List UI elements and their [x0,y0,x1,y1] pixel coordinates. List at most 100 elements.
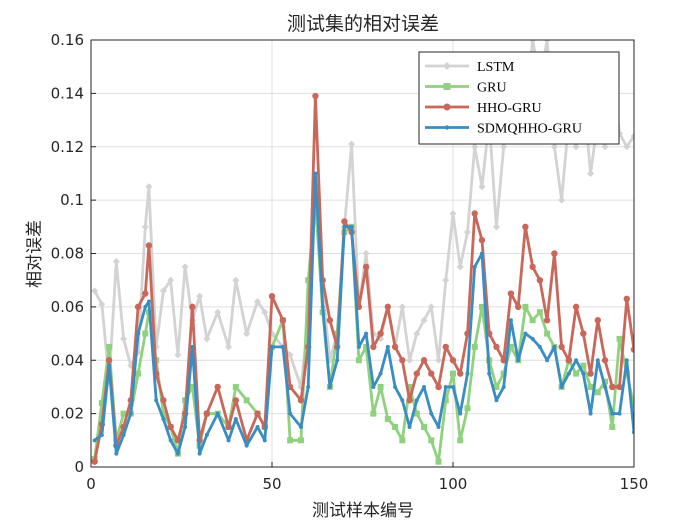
data-point [508,318,513,323]
data-point [507,343,514,350]
data-point [268,293,276,300]
data-point [507,290,515,297]
legend-swatch-marker [443,83,451,90]
data-point [456,263,464,271]
data-point [435,458,442,465]
data-point [413,370,420,377]
y-tick-label: 0.04 [51,351,84,369]
data-point [465,371,470,376]
data-point [142,330,149,337]
x-tick-label: 100 [439,475,468,493]
data-point [377,383,384,390]
data-point [143,304,148,309]
data-point [594,389,601,396]
data-point [145,242,153,249]
data-point [203,410,211,417]
data-point [630,346,634,353]
data-point [451,384,455,389]
data-point [543,317,551,324]
legend: LSTM GRU HHO-GRU SDMQHHO-GRU [418,51,620,145]
data-point [471,343,478,350]
data-point [254,298,262,306]
data-point [399,437,406,444]
data-point [422,384,427,389]
x-tick-label: 0 [86,475,96,493]
data-point [91,287,99,295]
y-tick-label: 0.12 [51,138,84,156]
data-point [356,344,361,349]
data-point [435,356,443,364]
data-point [457,370,464,377]
data-point [385,344,390,349]
data-point [270,344,274,349]
data-point [167,276,175,284]
data-point [565,357,573,364]
data-point [580,330,587,337]
data-point [429,411,434,416]
data-point [407,424,412,429]
data-point [99,432,104,437]
data-point [471,210,478,217]
data-point [391,343,399,351]
data-point [121,432,126,437]
data-point [478,236,486,244]
data-point [406,397,413,404]
data-point [342,224,347,229]
data-point [355,357,362,364]
data-point [601,143,609,151]
data-point [254,410,261,417]
data-point [134,303,142,311]
data-point [287,437,294,444]
data-point [552,344,557,349]
data-point [623,295,630,303]
data-point [244,443,249,448]
data-point [183,424,188,429]
data-point [623,143,631,151]
data-point [159,287,167,295]
data-point [154,398,159,403]
data-point [91,458,98,465]
legend-item: GRU [425,81,507,96]
data-point [167,423,174,431]
data-point [493,383,500,390]
data-point [478,183,486,191]
data-point [529,40,537,44]
data-point [457,437,464,444]
data-point [573,370,580,377]
data-point [105,357,113,364]
data-point [232,383,239,390]
data-point [312,92,319,100]
data-point [443,384,448,389]
data-point [420,316,428,324]
data-point [427,303,435,311]
legend-swatch-marker [443,62,451,70]
data-point [255,424,260,429]
data-point [530,336,535,341]
data-point [135,370,142,377]
data-point [428,370,435,377]
data-point [551,250,558,257]
data-point [478,303,485,310]
data-point [536,309,543,316]
legend-swatch-marker [443,103,451,111]
data-point [492,223,500,231]
data-point [175,451,180,456]
data-point [362,263,370,271]
data-point [225,343,233,351]
data-point [580,362,587,369]
data-point [279,317,287,324]
data-point [413,410,420,417]
data-point [136,331,141,336]
data-point [232,397,239,404]
data-point [442,397,449,404]
data-point [594,317,601,324]
data-point [420,357,428,364]
data-point [624,358,629,363]
data-point [413,330,421,338]
data-point [587,383,594,390]
x-tick-label: 150 [620,475,649,493]
data-point [243,330,251,338]
data-point [529,263,536,271]
data-point [160,397,167,404]
data-point [362,250,370,257]
